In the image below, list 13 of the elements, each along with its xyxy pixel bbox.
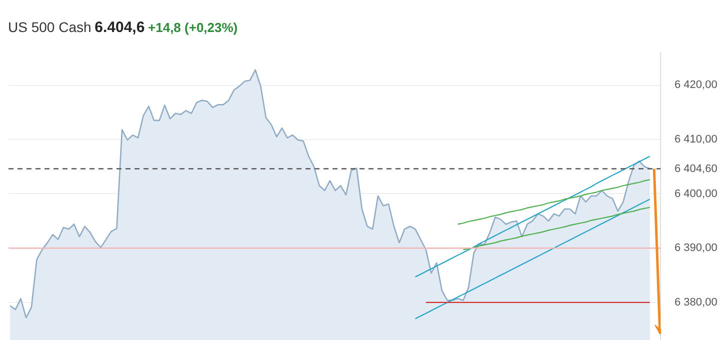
y-tick-label: 6 400,00	[674, 188, 718, 200]
y-tick-label: 6 390,00	[674, 242, 718, 254]
line-series	[462, 206, 650, 250]
y-tick-label: 6 420,00	[674, 79, 718, 92]
ref-line-label: 6 404,60	[674, 162, 718, 175]
chart-title: US 500 Cash	[8, 19, 92, 35]
line-series	[414, 198, 650, 320]
line-series	[414, 156, 650, 278]
y-tick-label: 6 410,00	[674, 133, 718, 146]
line-series	[457, 179, 650, 225]
text: +14,8 (+0,23%)	[148, 20, 238, 35]
y-tick-label: 6 380,00	[674, 296, 718, 308]
text: 6.404,6	[94, 19, 145, 36]
